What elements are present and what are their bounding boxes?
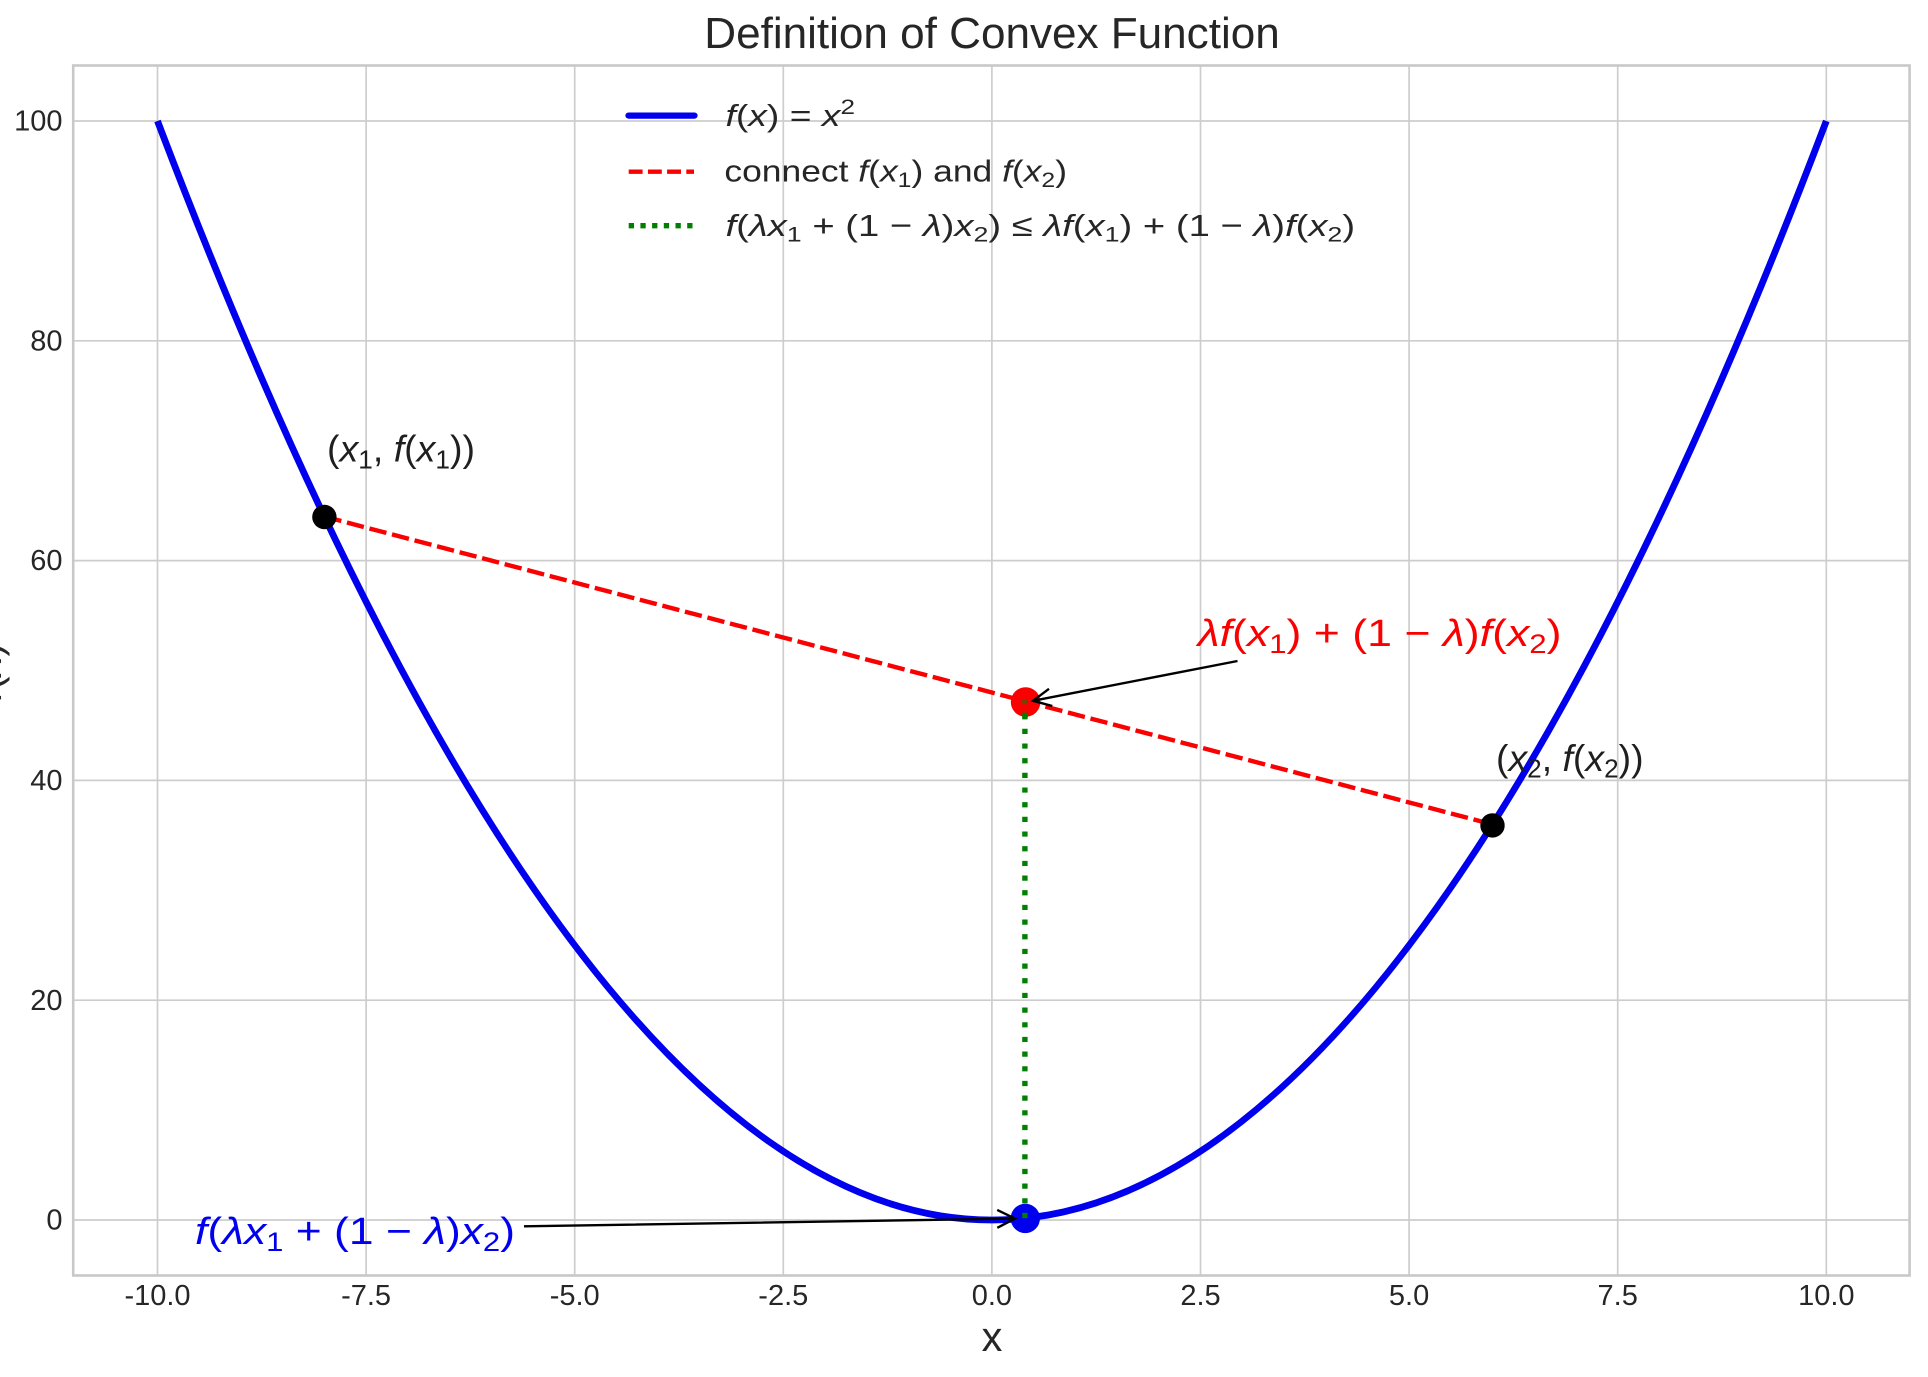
svg-text:f(x): f(x) [0,643,10,701]
svg-text:5.0: 5.0 [1389,1280,1429,1312]
svg-text:10.0: 10.0 [1798,1280,1854,1312]
svg-text:x: x [982,1313,1003,1360]
svg-text:80: 80 [30,325,62,357]
svg-text:2.5: 2.5 [1180,1280,1220,1312]
svg-text:60: 60 [30,545,62,577]
svg-text:λf(x1​) + (1 − λ)f(x2​): λf(x1​) + (1 − λ)f(x2​) [1195,611,1561,659]
svg-text:0: 0 [46,1205,62,1237]
svg-text:f(λx1​ + (1 − λ)x2​) ≤ λf(x1​): f(λx1​ + (1 − λ)x2​) ≤ λf(x1​) + (1 − λ)… [726,208,1356,247]
svg-text:-7.5: -7.5 [341,1280,391,1312]
svg-text:0.0: 0.0 [972,1280,1012,1312]
svg-text:-10.0: -10.0 [124,1280,190,1312]
svg-text:(x2​, f(x2​)): (x2​, f(x2​)) [1496,737,1644,784]
svg-text:f(λx1​ + (1 − λ)x2​): f(λx1​ + (1 − λ)x2​) [195,1210,515,1257]
svg-text:f(x) = x2​: f(x) = x2​ [726,95,855,133]
svg-text:20: 20 [30,985,62,1017]
svg-text:(x1​, f(x1​)): (x1​, f(x1​)) [327,428,475,475]
svg-text:7.5: 7.5 [1598,1280,1638,1312]
svg-text:100: 100 [14,106,62,138]
svg-text:-2.5: -2.5 [758,1280,808,1312]
svg-text:-5.0: -5.0 [550,1280,600,1312]
svg-text:Definition of Convex Function: Definition of Convex Function [704,9,1279,58]
svg-text:40: 40 [30,765,62,797]
svg-text:connect f(x1​) and f(x2​): connect f(x1​) and f(x2​) [724,154,1067,191]
